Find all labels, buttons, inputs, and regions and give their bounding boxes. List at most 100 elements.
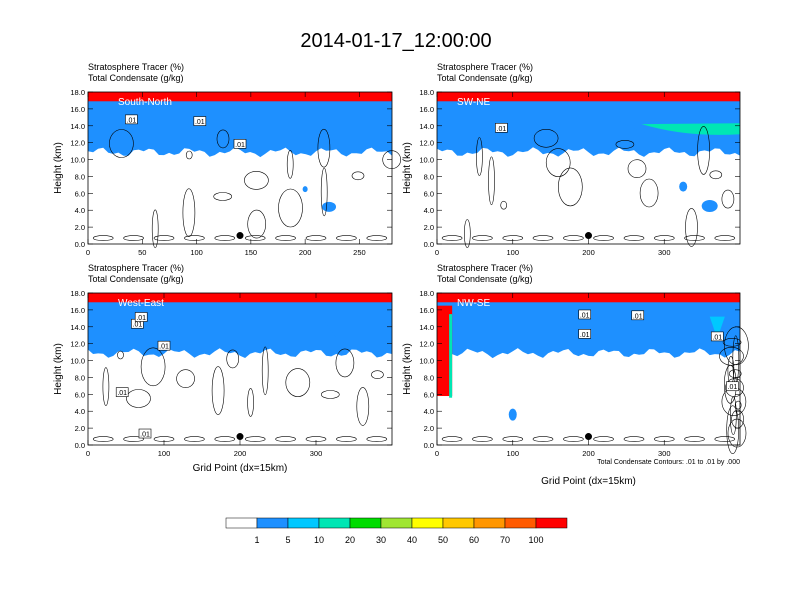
condensate-contour xyxy=(244,235,266,241)
panel-header-tracer: Stratosphere Tracer (%) xyxy=(437,62,533,72)
y-tick-label: 4.0 xyxy=(75,407,85,416)
condensate-contour xyxy=(441,235,463,241)
y-axis-title: Height (km) xyxy=(402,142,413,194)
condensate-contour xyxy=(275,235,296,241)
y-tick-label: 10.0 xyxy=(70,357,85,366)
x-axis-title: Grid Point (dx=15km) xyxy=(193,463,288,474)
condensate-contour xyxy=(366,436,388,442)
contour-label: .01 xyxy=(580,332,590,339)
condensate-contour xyxy=(627,159,647,178)
tracer-blob xyxy=(508,408,517,421)
condensate-contour xyxy=(336,235,357,241)
x-tick-label: 100 xyxy=(506,248,519,257)
condensate-contour xyxy=(320,167,328,217)
contour-label: .01 xyxy=(728,384,738,391)
tracer-intrusion xyxy=(641,123,740,135)
colorbar-label: 60 xyxy=(469,535,479,545)
x-tick-label: 0 xyxy=(86,248,90,257)
panel-label: South-North xyxy=(118,97,172,108)
panel-header-tracer: Stratosphere Tracer (%) xyxy=(88,263,184,273)
condensate-contour xyxy=(247,209,267,239)
condensate-contour xyxy=(722,337,742,347)
condensate-contour xyxy=(123,235,144,241)
condensate-contour xyxy=(623,436,645,442)
colorbar-swatch xyxy=(380,517,413,529)
condensate-contour xyxy=(615,140,635,149)
panel-south-north: Stratosphere Tracer (%)Total Condensate … xyxy=(53,62,402,257)
x-tick-label: 250 xyxy=(353,248,366,257)
tracer-column xyxy=(449,314,453,398)
contour-label: .01 xyxy=(712,334,722,341)
y-tick-label: 16.0 xyxy=(70,306,85,315)
condensate-contour xyxy=(275,436,296,442)
condensate-contour xyxy=(563,235,584,241)
condensate-contour xyxy=(320,390,340,399)
x-tick-label: 300 xyxy=(310,449,323,458)
tracer-blob xyxy=(322,201,337,212)
y-axis-title: Height (km) xyxy=(53,142,64,194)
condensate-contour xyxy=(371,370,384,380)
condensate-contour xyxy=(211,366,225,415)
y-tick-label: 4.0 xyxy=(424,206,434,215)
x-tick-label: 100 xyxy=(190,248,203,257)
x-tick-label: 100 xyxy=(506,449,519,458)
y-tick-label: 2.0 xyxy=(424,424,434,433)
y-tick-label: 8.0 xyxy=(424,172,434,181)
condensate-contour xyxy=(488,156,495,206)
contour-label: .01 xyxy=(140,432,150,439)
condensate-contour xyxy=(593,436,614,442)
condensate-contour xyxy=(639,178,659,208)
panel-header-condensate: Total Condensate (g/kg) xyxy=(437,274,533,284)
x-tick-label: 200 xyxy=(299,248,312,257)
location-marker xyxy=(236,232,244,240)
y-tick-label: 14.0 xyxy=(419,323,434,332)
colorbar-label: 5 xyxy=(285,535,290,545)
y-tick-label: 16.0 xyxy=(419,105,434,114)
x-tick-label: 100 xyxy=(158,449,171,458)
x-tick-label: 300 xyxy=(658,248,671,257)
condensate-contour xyxy=(532,436,554,442)
condensate-contour xyxy=(261,346,269,396)
condensate-contour xyxy=(684,436,705,442)
x-tick-label: 0 xyxy=(86,449,90,458)
contour-label-box xyxy=(138,428,152,439)
condensate-contour xyxy=(278,188,303,228)
panel-label: SW-NE xyxy=(457,97,490,108)
contour-label-box xyxy=(726,381,739,392)
contour-label-box xyxy=(578,309,592,320)
colorbar-label: 1 xyxy=(254,535,259,545)
panel-header-condensate: Total Condensate (g/kg) xyxy=(88,274,184,284)
condensate-contour xyxy=(184,235,205,241)
tracer-blob xyxy=(701,200,718,212)
y-tick-label: 6.0 xyxy=(424,390,434,399)
condensate-contour xyxy=(176,369,195,389)
colorbar-swatch xyxy=(349,517,382,529)
condensate-contour xyxy=(729,396,737,436)
location-marker xyxy=(236,433,244,441)
colorbar: 1 5 10 20 30 40 50 60 70 100 xyxy=(225,517,568,545)
y-tick-label: 10.0 xyxy=(419,156,434,165)
contour-label: .01 xyxy=(580,312,590,319)
y-tick-label: 2.0 xyxy=(75,223,85,232)
contour-label-box xyxy=(495,123,508,133)
y-tick-label: 14.0 xyxy=(419,122,434,131)
condensate-contour xyxy=(366,235,388,241)
condensate-contour xyxy=(714,436,736,442)
condensate-contour xyxy=(305,235,327,241)
panel-header-condensate: Total Condensate (g/kg) xyxy=(88,73,184,83)
contour-label-box xyxy=(125,114,138,125)
y-tick-label: 4.0 xyxy=(424,407,434,416)
condensate-contour xyxy=(244,436,266,442)
condensate-contour xyxy=(317,128,331,168)
y-tick-label: 12.0 xyxy=(419,340,434,349)
y-tick-label: 12.0 xyxy=(419,139,434,148)
condensate-contour xyxy=(92,235,114,241)
colorbar-swatch xyxy=(256,517,289,529)
condensate-contour xyxy=(151,209,159,249)
condensate-contours xyxy=(92,128,402,249)
condensate-contours xyxy=(441,326,749,455)
y-tick-label: 16.0 xyxy=(419,306,434,315)
contour-label-box xyxy=(631,310,645,321)
x-tick-label: 200 xyxy=(234,449,247,458)
